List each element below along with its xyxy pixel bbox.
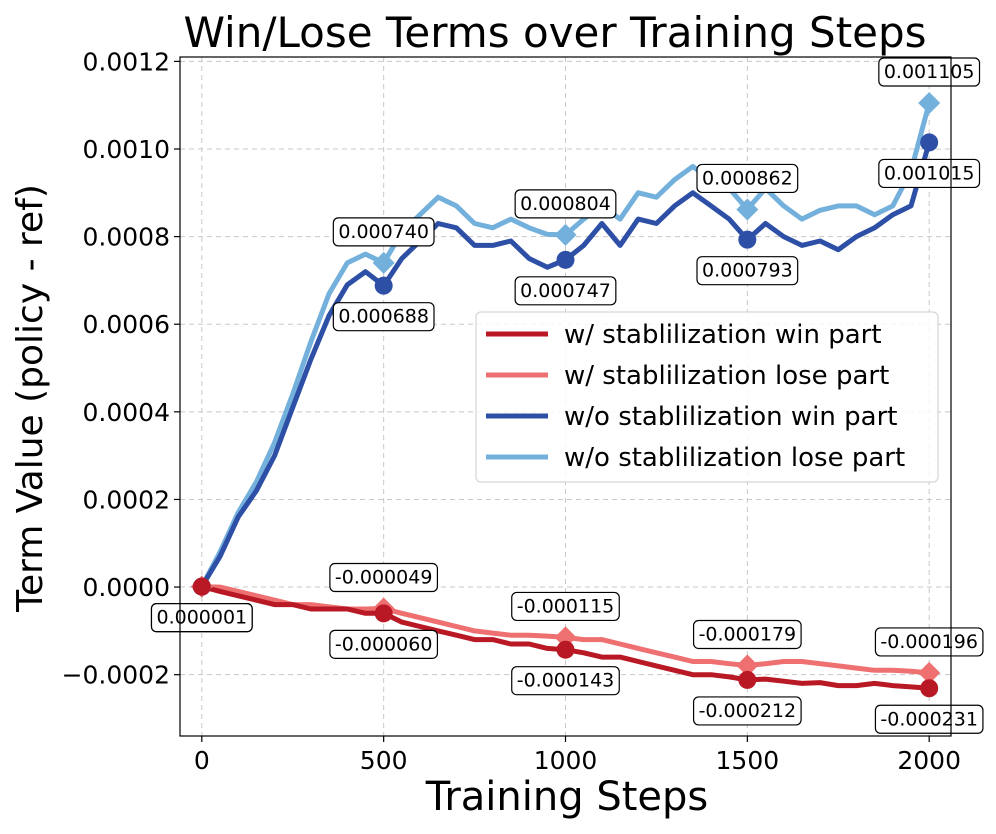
x-tick-label: 1000 <box>534 746 598 775</box>
data-label-box <box>874 704 984 734</box>
data-label: -0.000049 <box>335 567 433 589</box>
data-label-group: 0.000793 <box>696 256 799 286</box>
data-label-box <box>150 603 253 633</box>
data-label-group: -0.000212 <box>692 696 802 726</box>
data-label-group: -0.000231 <box>874 704 984 734</box>
data-point-marker <box>918 91 941 114</box>
data-point-marker <box>920 679 939 698</box>
data-point-marker <box>736 198 759 221</box>
data-label: 0.001105 <box>884 61 975 83</box>
data-label-group: -0.000143 <box>511 666 620 696</box>
y-tick-label: 0.0002 <box>83 485 170 514</box>
data-label-group: 0.000688 <box>332 302 435 332</box>
data-label-group: -0.000115 <box>511 591 620 622</box>
data-label-box <box>332 217 435 247</box>
data-label: -0.000179 <box>699 623 797 645</box>
data-label: 0.000740 <box>338 221 429 243</box>
legend-entry: w/o stablilization lose part <box>564 443 905 473</box>
legend-entry: w/ stablilization win part <box>564 320 882 350</box>
legend: w/ stablilization win part w/ stablilizat… <box>475 311 939 483</box>
data-label-box <box>878 158 981 189</box>
data-label-group: 0.000747 <box>514 276 617 306</box>
data-label: -0.000196 <box>880 631 978 653</box>
data-label: 0.000001 <box>156 607 247 629</box>
data-label-group: 0.001015 <box>878 158 981 189</box>
data-label-group: 0.000862 <box>696 163 799 194</box>
data-label-box <box>511 591 620 622</box>
data-label-group: -0.000179 <box>692 619 802 650</box>
data-label: 0.000688 <box>338 306 429 328</box>
data-label-box <box>329 629 439 659</box>
data-label-group: -0.000060 <box>329 629 439 659</box>
data-point-marker <box>918 661 941 684</box>
legend-entry: w/ stablilization lose part <box>564 361 889 391</box>
data-label-box <box>511 666 620 696</box>
data-point-marker <box>374 604 393 623</box>
data-label-box <box>692 619 802 650</box>
data-label: -0.000231 <box>880 708 978 730</box>
data-label: 0.001015 <box>884 162 975 184</box>
data-label: 0.000747 <box>520 280 611 302</box>
y-tick-label: 0.0008 <box>83 223 170 252</box>
y-tick-label: 0.0010 <box>83 135 170 164</box>
data-label: -0.000212 <box>699 700 797 722</box>
data-label: -0.000143 <box>517 670 615 692</box>
data-point-marker <box>556 250 575 269</box>
axis-ticks: 0 500 1000 1500 2000 −0.0002 0.0000 0.0002 0.000… <box>62 47 961 775</box>
data-label-group: -0.000049 <box>329 562 439 593</box>
y-tick-label: −0.0002 <box>62 661 170 690</box>
data-label: 0.000804 <box>520 193 611 215</box>
data-annotations: 0.0000010.0000010.0007400.0006880.000804… <box>150 57 984 734</box>
data-point-marker <box>736 654 759 677</box>
y-axis-label: Term Value (policy - ref) <box>10 184 51 613</box>
y-tick-label: 0.0012 <box>83 47 170 76</box>
data-point-marker <box>554 223 577 246</box>
x-tick-label: 2000 <box>897 746 961 775</box>
y-tick-label: 0.0000 <box>83 573 170 602</box>
y-tick-label: 0.0006 <box>83 310 170 339</box>
x-tick-label: 1500 <box>716 746 780 775</box>
data-label-group: -0.000196 <box>874 627 984 657</box>
data-label-box <box>874 627 984 657</box>
data-label-group: 0.000740 <box>332 217 435 247</box>
data-label-box <box>329 562 439 593</box>
data-point-marker <box>374 276 393 295</box>
data-label: -0.000060 <box>335 633 433 655</box>
data-point-marker <box>920 133 939 152</box>
data-label: -0.000115 <box>517 595 615 617</box>
data-label-box <box>514 276 617 306</box>
data-label-box <box>696 256 799 286</box>
data-label-box <box>878 57 981 87</box>
data-label: 0.000862 <box>702 167 793 189</box>
legend-frame <box>475 311 939 483</box>
data-point-marker <box>372 251 395 274</box>
data-point-marker <box>192 577 211 596</box>
y-tick-label: 0.0004 <box>83 398 170 427</box>
data-label-box <box>332 302 435 332</box>
series-markers <box>190 91 941 698</box>
x-tick-label: 0 <box>194 746 210 775</box>
legend-entry: w/o stablilization win part <box>564 402 897 432</box>
data-label: 0.000793 <box>702 260 793 282</box>
data-point-marker <box>738 230 757 249</box>
data-label-box <box>696 163 799 194</box>
data-label-group: 0.000001 <box>150 603 253 633</box>
data-label-box <box>514 189 617 219</box>
data-label-box <box>692 696 802 726</box>
plot-frame <box>179 56 952 737</box>
data-point-marker <box>738 670 757 689</box>
chart-title: Win/Lose Terms over Training Steps <box>183 8 926 57</box>
x-axis-label: Training Steps <box>425 774 708 820</box>
data-label-group: 0.001105 <box>878 57 981 87</box>
data-label-group: 0.000804 <box>514 189 617 219</box>
data-point-marker <box>556 640 575 659</box>
x-tick-label: 500 <box>360 746 408 775</box>
